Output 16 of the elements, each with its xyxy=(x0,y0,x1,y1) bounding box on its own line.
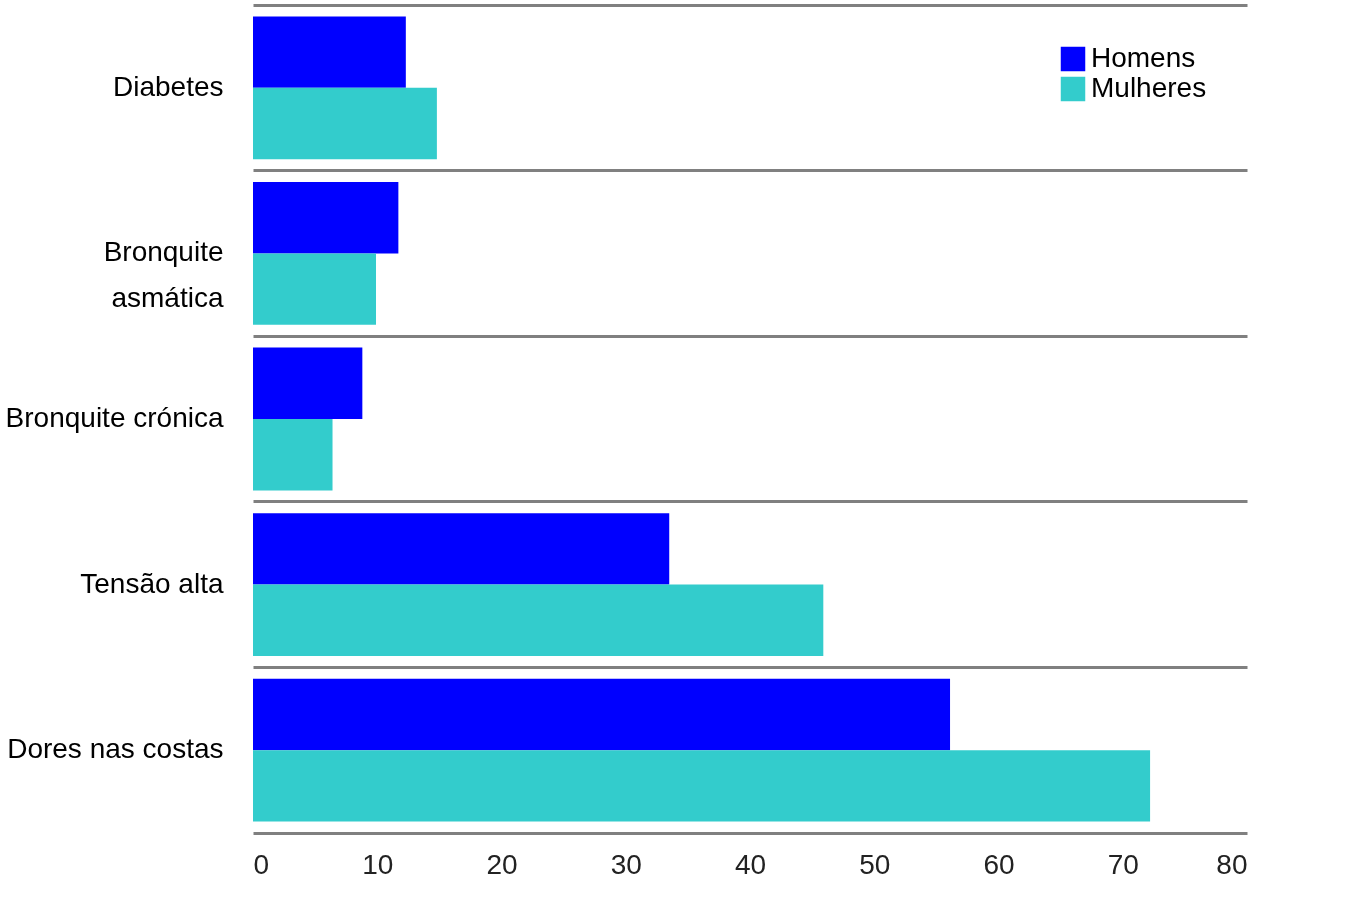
x-tick-label: 20 xyxy=(486,848,518,880)
y-tick-label: Bronquite asmática xyxy=(103,236,224,314)
y-tick-label: Tensão alta xyxy=(80,567,224,599)
legend-label: Homens xyxy=(1091,42,1196,73)
y-tick-label: Dores nas costas xyxy=(7,733,224,765)
y-tick-label: Diabetes xyxy=(112,70,224,102)
x-tick-label: 0 xyxy=(253,848,270,880)
x-tick-label: 30 xyxy=(610,848,642,880)
x-tick-label: 70 xyxy=(1107,848,1139,880)
legend-label: Mulheres xyxy=(1091,72,1207,103)
x-tick-label: 50 xyxy=(859,848,891,880)
x-tick-label: 80 xyxy=(1216,848,1248,880)
x-tick-label: 40 xyxy=(734,848,767,880)
y-tick-label: Bronquite crónica xyxy=(5,402,224,433)
x-tick-label: 10 xyxy=(362,848,394,880)
x-tick-label: 60 xyxy=(983,848,1015,880)
